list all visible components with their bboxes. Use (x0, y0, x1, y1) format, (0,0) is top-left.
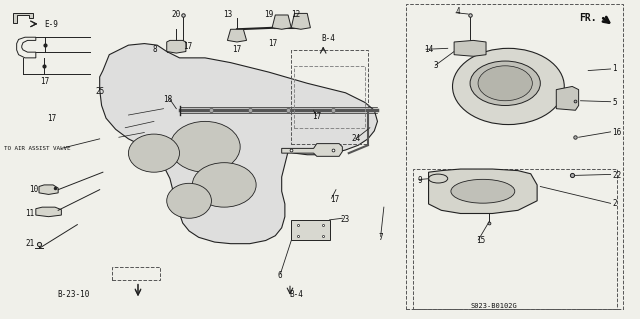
Polygon shape (272, 15, 291, 29)
Text: 17: 17 (232, 45, 241, 55)
Text: 8: 8 (152, 45, 157, 55)
Text: 17: 17 (330, 195, 339, 204)
Text: 23: 23 (340, 215, 349, 224)
Polygon shape (36, 207, 61, 217)
Ellipse shape (478, 66, 532, 101)
Text: 7: 7 (379, 233, 383, 242)
Polygon shape (454, 41, 486, 56)
Polygon shape (39, 185, 58, 195)
Ellipse shape (451, 179, 515, 203)
Text: 19: 19 (264, 11, 274, 19)
Ellipse shape (167, 183, 211, 218)
Text: 17: 17 (268, 39, 277, 48)
Polygon shape (429, 169, 537, 213)
Text: 15: 15 (476, 236, 486, 245)
Text: 17: 17 (182, 42, 192, 51)
Text: 14: 14 (424, 45, 433, 55)
Text: B-4: B-4 (321, 34, 335, 43)
Bar (113, 268, 161, 280)
Text: 1: 1 (612, 64, 617, 73)
Text: 24: 24 (352, 134, 361, 143)
Ellipse shape (129, 134, 179, 172)
Text: 16: 16 (612, 128, 621, 137)
Bar (413, 169, 617, 309)
Bar (294, 66, 365, 128)
Text: 17: 17 (40, 77, 49, 86)
Polygon shape (227, 29, 246, 42)
Polygon shape (291, 220, 330, 241)
Text: 13: 13 (223, 11, 232, 19)
Bar (291, 50, 368, 144)
Text: 12: 12 (291, 11, 301, 19)
Text: B-23-10: B-23-10 (57, 290, 89, 299)
Polygon shape (13, 13, 33, 23)
Polygon shape (100, 44, 378, 244)
Ellipse shape (452, 48, 564, 124)
Ellipse shape (170, 122, 240, 172)
Text: 10: 10 (29, 185, 38, 194)
Text: 21: 21 (25, 239, 34, 248)
Text: B-4: B-4 (289, 290, 303, 299)
Text: 3: 3 (434, 61, 438, 70)
Polygon shape (167, 41, 186, 53)
Text: 2: 2 (612, 199, 617, 208)
Text: 18: 18 (164, 95, 173, 104)
Text: 22: 22 (612, 171, 621, 180)
Polygon shape (556, 86, 579, 110)
Text: FR.: FR. (579, 13, 596, 23)
Bar (406, 4, 623, 309)
Text: 5: 5 (612, 98, 617, 107)
Text: E-9: E-9 (44, 20, 58, 29)
Text: TO AIR ASSIST VALVE: TO AIR ASSIST VALVE (4, 146, 70, 151)
Text: 25: 25 (95, 87, 104, 96)
Text: S023-B0102G: S023-B0102G (470, 303, 517, 308)
Polygon shape (291, 13, 310, 29)
Text: 17: 17 (47, 114, 56, 123)
Text: 9: 9 (417, 176, 422, 185)
Text: 17: 17 (312, 112, 321, 121)
Text: 6: 6 (277, 271, 282, 280)
Polygon shape (282, 144, 342, 156)
Text: 11: 11 (25, 209, 34, 218)
Ellipse shape (192, 163, 256, 207)
Text: 4: 4 (456, 7, 460, 16)
Text: 20: 20 (172, 11, 181, 19)
Ellipse shape (470, 61, 540, 106)
